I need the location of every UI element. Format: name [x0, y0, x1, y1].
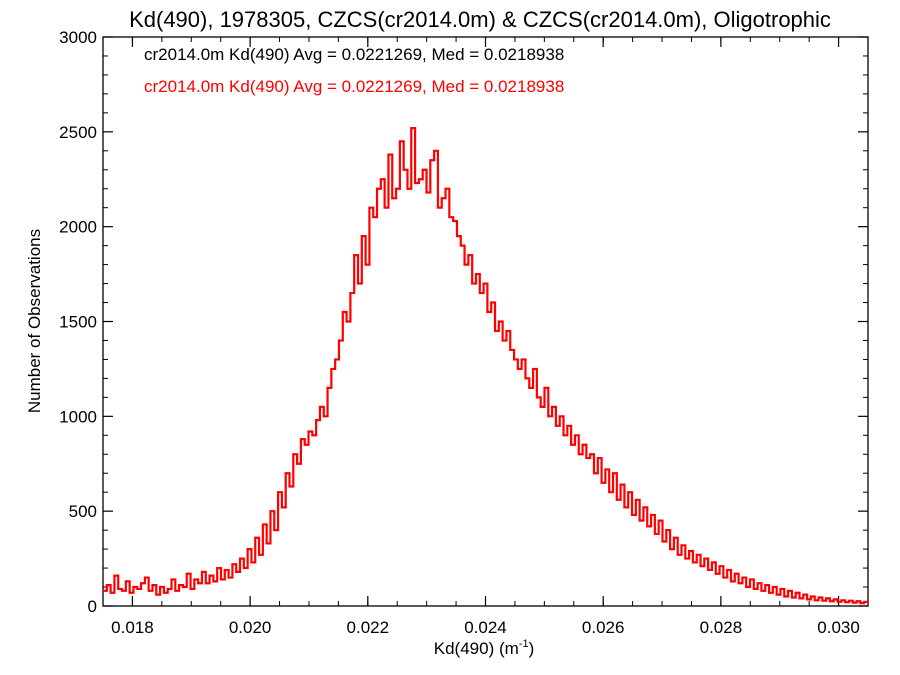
histogram-step-line [103, 126, 868, 605]
x-tick-label: 0.028 [700, 618, 743, 637]
chart-title: Kd(490), 1978305, CZCS(cr2014.0m) & CZCS… [129, 7, 831, 32]
legend-entry-red: cr2014.0m Kd(490) Avg = 0.0221269, Med =… [144, 77, 564, 96]
x-axis-ticks: 0.018 0.020 0.022 0.024 0.026 0.028 0.030 [102, 37, 869, 637]
y-tick-label: 2500 [59, 123, 97, 142]
y-tick-label: 500 [69, 502, 97, 521]
plot-frame [102, 36, 869, 607]
y-tick-label: 3000 [59, 28, 97, 47]
x-axis-label-superscript: -1 [519, 638, 529, 650]
x-tick-label: 0.018 [111, 618, 154, 637]
x-tick-label: 0.024 [464, 618, 507, 637]
y-axis-ticks: 0 500 1000 1500 2000 2500 3000 [59, 28, 868, 616]
x-tick-label: 0.030 [817, 618, 860, 637]
x-axis-label-main: Kd(490) (m [434, 639, 519, 658]
y-axis-label: Number of Observations [25, 229, 44, 413]
y-tick-label: 2000 [59, 218, 97, 237]
x-axis-label-close: ) [529, 639, 535, 658]
x-tick-label: 0.020 [229, 618, 272, 637]
x-axis-label: Kd(490) (m-1) [434, 638, 534, 658]
x-tick-label: 0.026 [582, 618, 625, 637]
y-tick-label: 1500 [59, 313, 97, 332]
y-tick-label: 0 [88, 597, 97, 616]
y-tick-label: 1000 [59, 407, 97, 426]
series-layer [103, 126, 868, 605]
x-tick-label: 0.022 [347, 618, 390, 637]
legend-entry-black: cr2014.0m Kd(490) Avg = 0.0221269, Med =… [144, 45, 564, 64]
